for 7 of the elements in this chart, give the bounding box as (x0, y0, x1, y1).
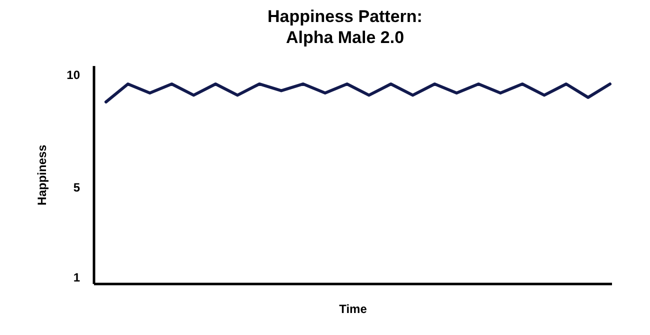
y-tick-label: 1 (73, 270, 80, 284)
y-axis-title: Happiness (35, 144, 49, 206)
chart-title: Happiness Pattern: Alpha Male 2.0 (268, 7, 422, 47)
x-axis-title: Time (339, 302, 368, 316)
line-series (104, 82, 612, 104)
y-tick-label: 5 (73, 180, 80, 195)
y-tick-label: 10 (66, 68, 80, 82)
